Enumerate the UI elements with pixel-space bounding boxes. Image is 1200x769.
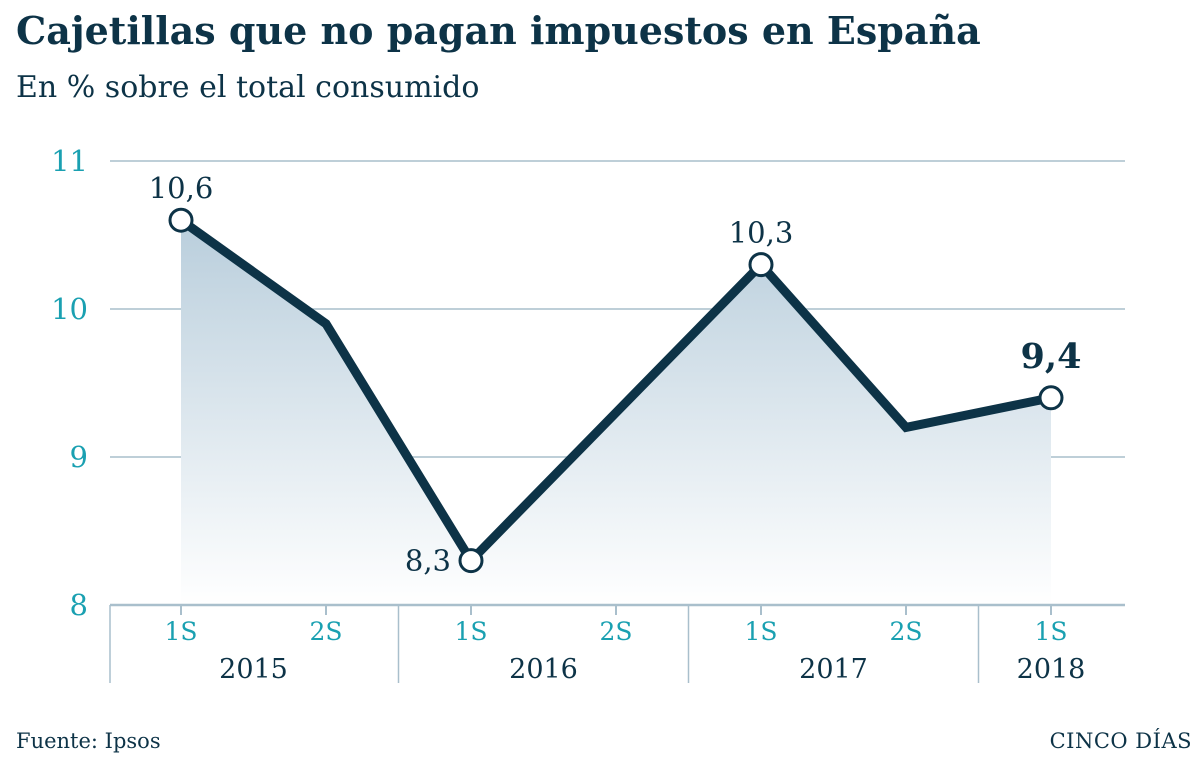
- year-label: 2017: [799, 654, 868, 685]
- x-tick-label: 2S: [889, 617, 922, 646]
- x-tick-label: 1S: [744, 617, 777, 646]
- y-tick-label: 10: [51, 292, 88, 326]
- x-tick-label: 1S: [1034, 617, 1067, 646]
- data-point-marker: [458, 548, 484, 574]
- y-tick-label: 9: [70, 440, 88, 474]
- x-tick-label: 1S: [454, 617, 487, 646]
- series-line-group: [178, 216, 1052, 568]
- chart-title: Cajetillas que no pagan impuestos en Esp…: [16, 8, 981, 53]
- data-label: 10,6: [149, 171, 214, 205]
- x-tick-label: 1S: [164, 617, 197, 646]
- area-fill-group: [181, 220, 1051, 605]
- y-tick-label: 8: [70, 588, 88, 622]
- data-label: 10,3: [729, 216, 794, 250]
- x-axis: 1S 2S 1S 2S 1S 2S 1S 2015 2016 2017 2018: [109, 603, 1125, 685]
- data-labels: 10,6 8,3 10,3 9,4: [149, 171, 1082, 577]
- year-label: 2018: [1017, 654, 1086, 685]
- x-tick-label: 2S: [309, 617, 342, 646]
- data-label: 8,3: [405, 544, 451, 578]
- year-label: 2015: [219, 654, 288, 685]
- year-label: 2016: [509, 654, 578, 685]
- data-label: 9,4: [1021, 336, 1082, 377]
- data-point-marker: [748, 252, 774, 278]
- data-point-marker: [1038, 385, 1064, 411]
- chart-subtitle: En % sobre el total consumido: [16, 70, 480, 105]
- brand-logo-text: CINCO DÍAS: [1049, 729, 1192, 753]
- data-points: [168, 207, 1064, 574]
- data-point-marker: [168, 207, 194, 233]
- series-line: [178, 216, 1052, 568]
- x-tick-label: 2S: [599, 617, 632, 646]
- area-fill: [181, 220, 1051, 605]
- y-tick-label: 11: [51, 144, 88, 178]
- source-note: Fuente: Ipsos: [16, 729, 161, 753]
